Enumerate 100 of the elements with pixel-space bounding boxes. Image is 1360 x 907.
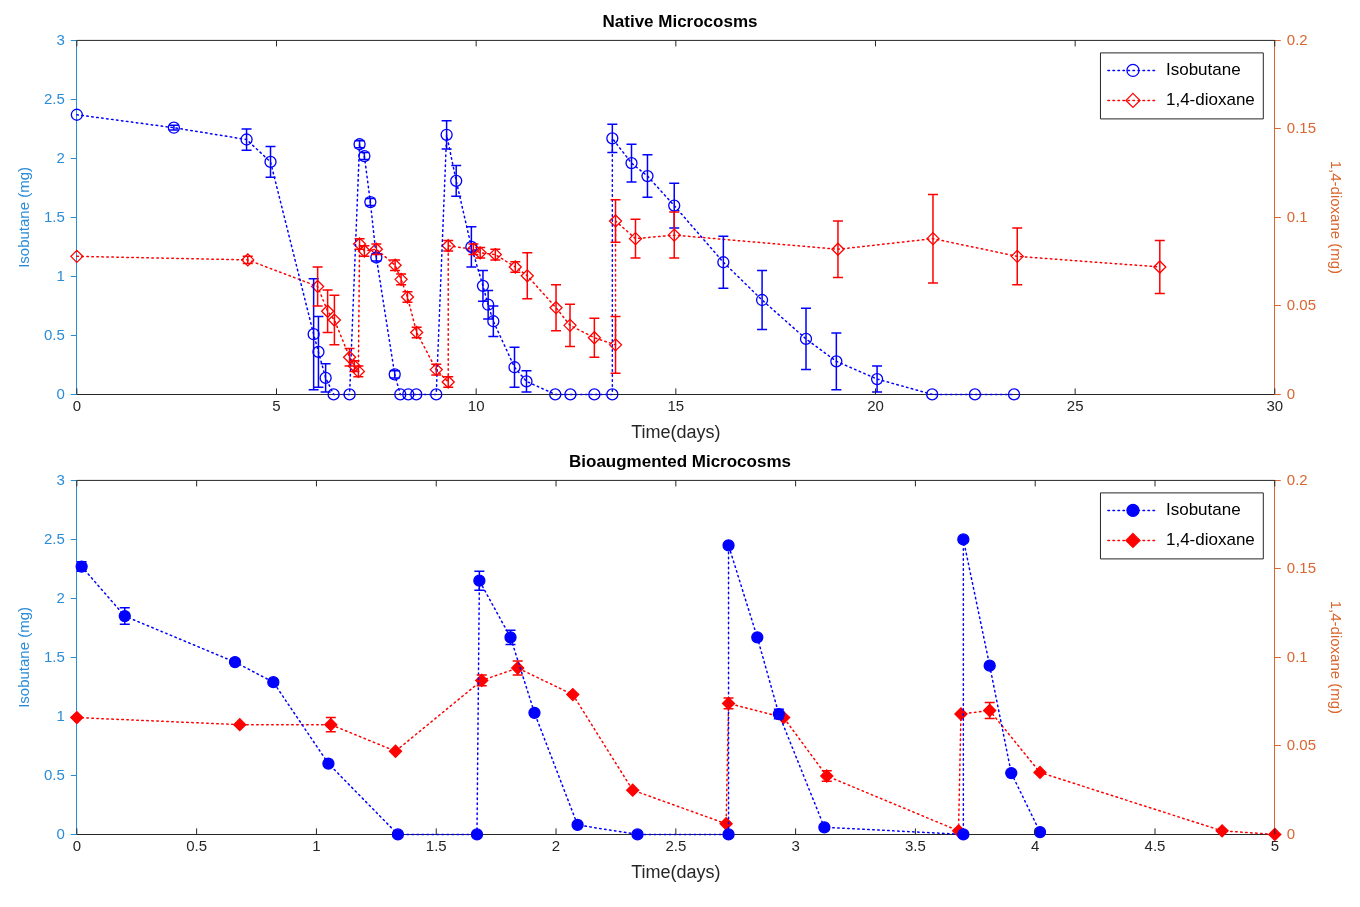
- x-tick-label: 10: [467, 396, 485, 414]
- point: [957, 828, 970, 841]
- point: [388, 744, 403, 758]
- y-axis-title: Isobutane (mg): [15, 166, 33, 268]
- point: [369, 242, 383, 256]
- point: [668, 199, 681, 212]
- x-tick-label: 2.5: [665, 836, 687, 854]
- x-tick-label: 2: [551, 836, 561, 854]
- y2-tick-label: 0.1: [1286, 207, 1308, 225]
- point: [508, 361, 521, 374]
- y-tick-label: 0.5: [43, 765, 65, 783]
- point: [717, 256, 730, 269]
- x-tick-label: 0: [72, 836, 82, 854]
- legend-label: 1,4-dioxane: [1165, 90, 1255, 110]
- y2-tick-label: 0.2: [1286, 470, 1308, 488]
- point: [628, 231, 643, 246]
- x-tick-label: 15: [667, 396, 685, 414]
- y-tick-label: 1.5: [43, 207, 65, 225]
- point: [983, 659, 996, 672]
- y2-axis-title: 1,4-dioxane (mg): [1327, 600, 1345, 715]
- point: [520, 375, 533, 388]
- y-tick-label: 3: [56, 470, 65, 488]
- chart-title: Native Microcosms: [602, 11, 758, 31]
- point: [528, 706, 541, 720]
- point: [722, 828, 735, 841]
- point: [608, 214, 623, 228]
- point: [563, 318, 577, 333]
- y-tick-label: 2.5: [43, 529, 65, 547]
- point: [1005, 766, 1018, 780]
- point: [549, 388, 562, 401]
- point: [831, 242, 845, 256]
- point: [470, 828, 484, 841]
- y-tick-label: 2: [56, 148, 65, 166]
- point: [625, 156, 638, 170]
- point: [667, 228, 681, 242]
- x-tick-label: 30: [1266, 396, 1284, 414]
- x-tick-label: 4: [1031, 836, 1040, 854]
- point: [319, 371, 332, 385]
- x-tick-label: 3.5: [904, 836, 926, 854]
- point: [1033, 765, 1047, 780]
- point: [564, 388, 577, 401]
- point: [312, 345, 325, 359]
- point: [440, 128, 453, 141]
- x-tick-label: 1: [312, 836, 321, 854]
- point: [566, 687, 580, 702]
- point: [799, 332, 813, 346]
- y2-tick-label: 0.2: [1286, 30, 1308, 48]
- point: [549, 301, 563, 315]
- x-tick-label: 1.5: [425, 836, 447, 854]
- point: [476, 279, 490, 292]
- x-tick-label: 5: [272, 396, 281, 414]
- y-tick-label: 0: [56, 384, 65, 402]
- point: [228, 655, 242, 669]
- legend-label: Isobutane: [1165, 60, 1241, 80]
- point: [430, 388, 443, 401]
- point: [70, 710, 84, 725]
- y-tick-label: 1: [56, 266, 65, 284]
- point: [233, 718, 247, 732]
- x-axis-title: Time(days): [631, 422, 721, 443]
- point: [487, 315, 500, 328]
- y2-tick-label: 0.15: [1286, 559, 1317, 577]
- y2-tick-label: 0.05: [1286, 296, 1317, 314]
- point: [1153, 260, 1167, 274]
- x-axis-title: Time(days): [631, 862, 721, 883]
- point: [1215, 824, 1229, 838]
- point: [70, 108, 83, 121]
- point: [631, 828, 644, 841]
- point: [264, 155, 277, 169]
- point: [343, 388, 356, 401]
- y-axis-title: Isobutane (mg): [15, 606, 33, 708]
- point: [327, 313, 342, 327]
- point: [926, 231, 940, 246]
- x-tick-label: 0: [72, 396, 82, 414]
- y2-tick-label: 0: [1286, 824, 1296, 842]
- point: [1010, 249, 1024, 263]
- point: [751, 631, 764, 644]
- x-tick-label: 4.5: [1144, 836, 1166, 854]
- point: [391, 828, 405, 841]
- y2-tick-label: 0: [1286, 384, 1296, 402]
- point: [926, 388, 939, 401]
- point: [626, 783, 640, 797]
- point: [722, 539, 735, 552]
- point: [830, 355, 843, 368]
- point: [957, 533, 970, 546]
- point: [70, 249, 84, 263]
- point: [818, 821, 831, 834]
- y-tick-label: 0: [56, 824, 65, 842]
- point: [394, 388, 407, 401]
- point: [410, 388, 423, 401]
- point: [1033, 825, 1047, 839]
- y-tick-label: 0.5: [43, 325, 65, 343]
- point: [307, 328, 320, 341]
- point: [606, 388, 619, 401]
- x-tick-label: 3: [791, 836, 800, 854]
- point: [755, 293, 769, 307]
- y2-tick-label: 0.1: [1286, 647, 1308, 665]
- point: [267, 676, 280, 689]
- x-tick-label: 5: [1270, 836, 1279, 854]
- y2-axis-title: 1,4-dioxane (mg): [1327, 160, 1345, 275]
- y2-tick-label: 0.05: [1286, 736, 1317, 754]
